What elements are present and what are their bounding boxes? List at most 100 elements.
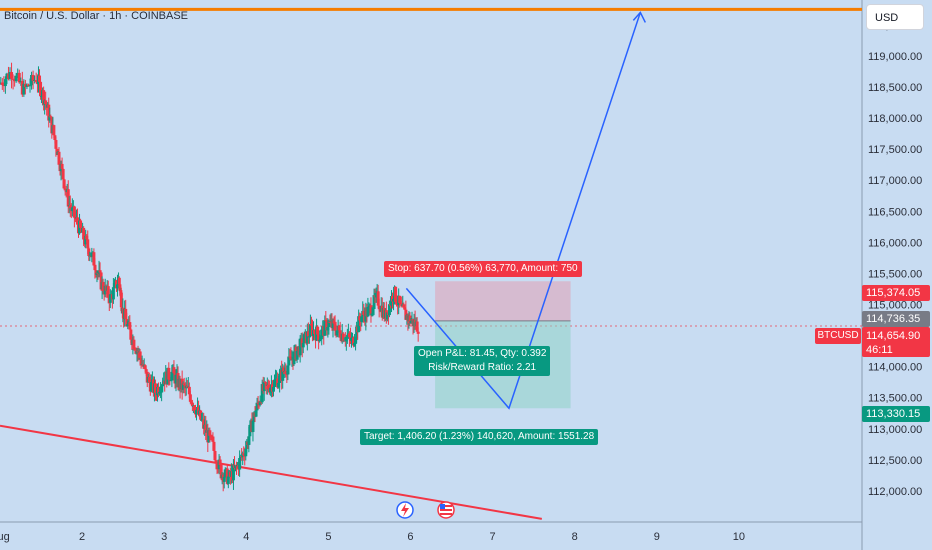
candle-body bbox=[260, 384, 264, 403]
bar-countdown: 46:11 bbox=[866, 344, 893, 356]
pnl-label[interactable]: Open P&L: 81.45, Qty: 0.392 Risk/Reward … bbox=[414, 346, 551, 376]
candle-body bbox=[34, 80, 38, 82]
last-price-value: 114,654.90 bbox=[866, 330, 921, 342]
candle-body bbox=[144, 369, 148, 372]
candle-body bbox=[376, 291, 380, 306]
candle-body bbox=[188, 394, 192, 402]
candle-body bbox=[248, 424, 252, 437]
candle-body bbox=[239, 455, 243, 459]
candle-body bbox=[332, 320, 336, 324]
candle-body bbox=[26, 84, 30, 87]
candle-body bbox=[298, 338, 302, 356]
candle-body bbox=[93, 265, 97, 271]
candle-body bbox=[82, 227, 86, 240]
candle-body bbox=[168, 379, 172, 381]
candle-body bbox=[0, 82, 4, 85]
candle-body bbox=[355, 326, 359, 339]
candle-body bbox=[349, 337, 353, 341]
candle-body bbox=[139, 357, 143, 365]
candle-body bbox=[370, 313, 374, 316]
candle-body bbox=[161, 384, 165, 387]
candle-body bbox=[337, 325, 341, 331]
candle-body bbox=[106, 286, 110, 298]
candle-body bbox=[251, 420, 255, 432]
price-tick-label: 113,500.00 bbox=[868, 393, 922, 405]
candle-body bbox=[281, 367, 285, 381]
candle-body bbox=[331, 320, 335, 329]
candle-body bbox=[320, 329, 324, 338]
candle-body bbox=[255, 402, 259, 411]
entry-price-tag: 114,736.35 bbox=[862, 311, 930, 327]
candle-body bbox=[3, 79, 7, 87]
candle-body bbox=[39, 81, 43, 97]
candle-body bbox=[316, 326, 320, 335]
candle-body bbox=[369, 305, 373, 316]
candle-body bbox=[238, 458, 242, 470]
candle-body bbox=[372, 295, 376, 310]
candle-body bbox=[215, 462, 219, 468]
candle-body bbox=[385, 312, 389, 320]
candle-body bbox=[98, 270, 102, 273]
projection-polyline[interactable] bbox=[405, 12, 642, 410]
candle-body bbox=[94, 270, 98, 275]
candle-body bbox=[274, 379, 278, 381]
candle-body bbox=[256, 402, 260, 404]
candle-body bbox=[53, 135, 57, 141]
candle-body bbox=[325, 320, 329, 331]
price-tick-label: 112,000.00 bbox=[868, 486, 922, 498]
candle-body bbox=[403, 307, 407, 310]
projection-path[interactable] bbox=[405, 11, 647, 410]
candle-body bbox=[199, 410, 203, 420]
target-label[interactable]: Target: 1,406.20 (1.23%) 140,620, Amount… bbox=[360, 429, 599, 445]
candle-body bbox=[25, 84, 29, 87]
candle-body bbox=[108, 294, 112, 303]
candle-body bbox=[391, 296, 395, 302]
candle-body bbox=[75, 217, 79, 225]
price-tick-label: 119,000.00 bbox=[868, 51, 922, 63]
candle-body bbox=[367, 305, 371, 308]
price-tick-label: 118,500.00 bbox=[868, 82, 922, 94]
candle-body bbox=[38, 75, 42, 82]
candle-body bbox=[128, 322, 132, 330]
event-icons[interactable] bbox=[396, 501, 455, 519]
candle-body bbox=[112, 283, 116, 288]
candle-body bbox=[16, 72, 20, 76]
currency-button[interactable]: USD bbox=[866, 4, 924, 30]
candle-body bbox=[317, 334, 321, 342]
price-axis[interactable]: 112,000.00 112,500.00 113,000.00 113,500.00… bbox=[868, 20, 922, 498]
risk-zone[interactable] bbox=[435, 281, 571, 321]
candle-body bbox=[147, 376, 151, 383]
candle-body bbox=[404, 309, 408, 320]
candle-body bbox=[226, 476, 230, 484]
candle-body bbox=[244, 448, 248, 457]
candle-body bbox=[357, 316, 361, 333]
candle-body bbox=[126, 324, 130, 327]
candle-body bbox=[11, 78, 15, 80]
candle-body bbox=[319, 337, 323, 340]
candle-body bbox=[33, 80, 37, 82]
candle-body bbox=[8, 72, 12, 79]
candle-body bbox=[172, 367, 176, 374]
time-tick-label: Aug bbox=[0, 531, 10, 543]
candle-body bbox=[344, 336, 348, 342]
candle-body bbox=[210, 435, 214, 441]
chart-title: Bitcoin / U.S. Dollar · 1h · COINBASE bbox=[4, 10, 188, 22]
candle-body bbox=[189, 401, 193, 403]
candle-body bbox=[341, 333, 345, 342]
candle-body bbox=[10, 72, 14, 79]
candle-body bbox=[358, 316, 362, 321]
candle-body bbox=[111, 287, 115, 300]
candle-body bbox=[323, 320, 327, 336]
candle-body bbox=[119, 292, 123, 308]
time-axis[interactable]: Aug 2 3 4 5 6 7 8 9 10 bbox=[0, 531, 745, 543]
stop-label[interactable]: Stop: 637.70 (0.56%) 63,770, Amount: 750 bbox=[384, 261, 582, 277]
price-tick-label: 115,500.00 bbox=[868, 268, 922, 280]
candle-body bbox=[84, 235, 88, 245]
time-tick-label: 4 bbox=[243, 531, 249, 543]
price-tick-label: 117,000.00 bbox=[868, 175, 922, 187]
candle-body bbox=[266, 384, 270, 390]
risk-reward-line: Risk/Reward Ratio: 2.21 bbox=[428, 362, 537, 373]
candle-body bbox=[223, 469, 227, 477]
candle-body bbox=[278, 373, 282, 383]
candle-body bbox=[181, 383, 185, 390]
